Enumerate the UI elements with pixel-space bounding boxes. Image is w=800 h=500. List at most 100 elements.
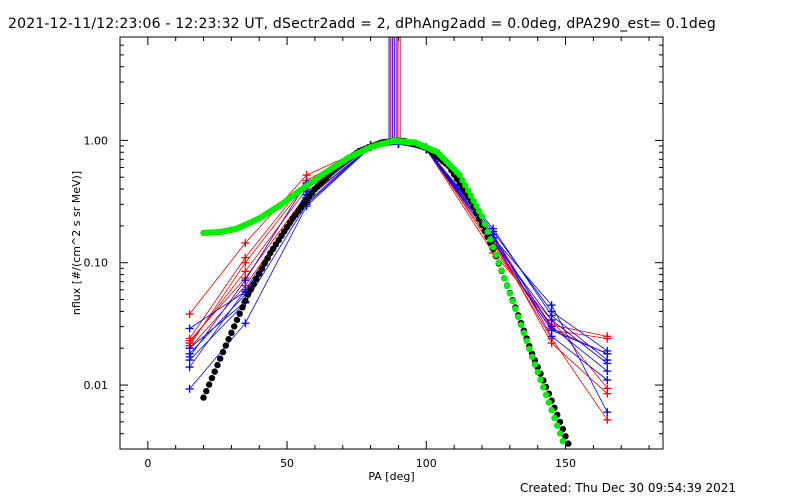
fit-point (214, 361, 221, 369)
measured-point (185, 344, 194, 353)
fit-point (481, 220, 488, 228)
fit-point (476, 207, 483, 215)
fit-point (203, 387, 210, 395)
fit-point (509, 297, 516, 305)
fit-point (503, 282, 511, 289)
measured-point (241, 238, 250, 247)
fit-point (464, 187, 472, 194)
fit-point (526, 345, 533, 352)
created-timestamp: Created: Thu Dec 30 09:54:39 2021 (520, 481, 737, 495)
fit-point (473, 202, 480, 210)
fit-point (467, 192, 475, 199)
measured-point (603, 367, 612, 376)
measured-point (185, 336, 194, 345)
measured-point (241, 258, 250, 267)
measured-series-6 (189, 143, 608, 413)
fit-point (247, 286, 255, 293)
fit-point (264, 255, 271, 262)
y-axis-label: nflux [#/(cm^2 s sr MeV)] (70, 171, 83, 315)
x-tick-label: 50 (280, 457, 294, 470)
fit-curve-0 (200, 137, 572, 447)
fit-point (489, 244, 497, 251)
fit-point (253, 275, 260, 283)
fit-point (239, 304, 246, 311)
fit-point (211, 368, 218, 375)
measured-point (603, 359, 612, 368)
fit-point (551, 414, 558, 422)
fit-point (478, 213, 486, 220)
fit-point (531, 361, 539, 368)
measured-point (547, 339, 556, 348)
fit-point (556, 430, 564, 437)
fit-point (244, 291, 252, 298)
fit-point (200, 394, 207, 401)
measured-point (241, 276, 250, 285)
fit-point (542, 391, 550, 399)
measured-point (603, 334, 612, 343)
measured-point (185, 384, 194, 393)
plot-frame (119, 36, 664, 450)
measured-point (603, 408, 612, 417)
measured-point (603, 375, 612, 384)
fit-point (498, 267, 505, 274)
y-tick-label: 0.01 (84, 379, 109, 392)
fit-point (515, 313, 522, 320)
measured-series-11 (189, 142, 608, 372)
fit-point (520, 329, 527, 336)
fit-point (540, 384, 547, 391)
fit-point (228, 329, 235, 336)
fit-point (565, 440, 572, 447)
fit-point (258, 265, 266, 272)
fit-point (462, 182, 469, 189)
fit-point (484, 228, 491, 235)
fit-point (523, 337, 530, 344)
measured-series-3 (189, 141, 608, 355)
measured-series-8 (189, 143, 608, 361)
measured-series-10 (189, 143, 608, 368)
measured-point (185, 324, 194, 333)
fit-point (208, 374, 216, 382)
fit-point (250, 280, 257, 288)
fit-point (559, 438, 566, 445)
x-tick-label: 100 (416, 457, 437, 470)
fit-point (236, 310, 243, 317)
measured-point (185, 363, 194, 372)
fit-point (506, 290, 513, 297)
fit-point (534, 368, 541, 376)
chart-title: 2021-12-11/12:23:06 - 12:23:32 UT, dSect… (8, 16, 716, 32)
fit-point (545, 399, 552, 406)
measured-point (185, 310, 194, 319)
fit-point (222, 342, 229, 349)
fit-point (487, 236, 494, 243)
measured-point (603, 415, 612, 424)
fit-curve-1 (200, 137, 566, 445)
fit-point (562, 433, 569, 440)
measured-point (603, 349, 612, 358)
chart-marks (185, 37, 612, 447)
measured-series-0 (189, 141, 608, 337)
fit-point (256, 270, 263, 277)
fit-point (205, 381, 213, 388)
measured-point (603, 389, 612, 398)
fit-point (512, 305, 519, 312)
fit-point (537, 376, 544, 383)
axes: 0 50 100 150 0.01 0.10 1.00 (84, 36, 664, 470)
fit-point (517, 321, 525, 328)
fit-point (492, 251, 500, 259)
fit-point (528, 353, 536, 360)
fit-point (548, 407, 555, 414)
fit-point (495, 259, 502, 266)
fit-point (217, 355, 224, 362)
fit-point (219, 348, 227, 356)
fit-point (233, 316, 241, 324)
fit-point (261, 260, 268, 267)
fit-point (231, 323, 238, 330)
fit-point (459, 177, 466, 184)
x-tick-label: 0 (144, 457, 151, 470)
fit-point (456, 171, 463, 179)
fit-point (554, 422, 561, 429)
measured-point (547, 326, 556, 335)
measured-series-2 (189, 142, 608, 389)
y-tick-label: 1.00 (84, 134, 109, 147)
x-tick-label: 150 (555, 457, 576, 470)
